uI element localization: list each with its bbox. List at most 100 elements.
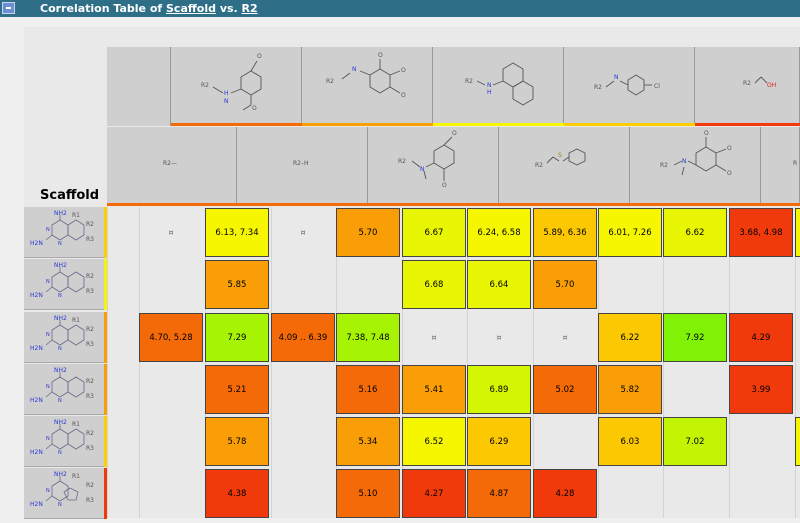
- scaffold-row-3[interactable]: NH2 H2N N N R1 R2 R3: [24, 312, 104, 363]
- r2-header-bottom-6[interactable]: R: [761, 127, 800, 206]
- svg-text:N: N: [58, 398, 62, 404]
- svg-text:N: N: [58, 450, 62, 456]
- r2-header-bottom-4[interactable]: R2 S: [499, 127, 630, 206]
- svg-text:NH2: NH2: [54, 471, 67, 478]
- correlation-cell[interactable]: 5.21: [205, 365, 269, 414]
- correlation-cell[interactable]: 4.29: [729, 313, 793, 362]
- correlation-cell[interactable]: 6.89: [467, 365, 531, 414]
- svg-text:O: O: [452, 130, 457, 137]
- partial-structure-icon: R: [793, 160, 797, 167]
- r2-header-top-1-bar: [171, 123, 302, 126]
- scaffold-structure-icon: NH2 H2N N N R1 R2 R3: [30, 315, 94, 352]
- scaffold-structure-icon: NH2 H2N N N R1 R2 R3: [30, 210, 94, 247]
- empty-marker: ¤: [496, 333, 502, 342]
- correlation-cell[interactable]: 5.89, 6.36: [533, 208, 597, 257]
- correlation-cell[interactable]: 7.02: [663, 417, 727, 466]
- r2-header-bottom-2[interactable]: R2–H: [237, 127, 368, 206]
- correlation-cell[interactable]: 5.70: [336, 208, 400, 257]
- scaffold-row-bar: [104, 468, 107, 519]
- correlation-cell[interactable]: 5.82: [598, 365, 662, 414]
- correlation-cell[interactable]: 6.52: [402, 417, 466, 466]
- correlation-cell[interactable]: [795, 208, 800, 257]
- svg-text:NH2: NH2: [54, 315, 67, 322]
- r2-hydrogen-structure-icon: R2–H: [293, 160, 309, 167]
- r2-header-top-4-bar: [564, 123, 695, 126]
- correlation-cell[interactable]: 4.09 .. 6.39: [271, 313, 335, 362]
- correlation-cell[interactable]: 5.85: [205, 260, 269, 309]
- correlation-cell[interactable]: 5.78: [205, 417, 269, 466]
- svg-text:H2N: H2N: [30, 501, 43, 508]
- correlation-cell[interactable]: 6.22: [598, 313, 662, 362]
- chlorophenyl-amine-structure-icon: R2 N Cl: [594, 74, 660, 96]
- scaffold-structure-icon: NH2 H2N N N R2 R3: [30, 262, 94, 299]
- svg-text:OH: OH: [767, 82, 776, 89]
- svg-text:N: N: [58, 502, 62, 508]
- scaffold-row-1[interactable]: NH2 H2N N N R1 R2 R3: [24, 207, 104, 258]
- correlation-cell[interactable]: 3.99: [729, 365, 793, 414]
- correlation-cell[interactable]: 6.24, 6.58: [467, 208, 531, 257]
- r2-header-top-1[interactable]: R2 H N O O: [171, 47, 302, 126]
- svg-text:N: N: [46, 332, 50, 338]
- correlation-cell[interactable]: 4.70, 5.28: [139, 313, 203, 362]
- correlation-cell[interactable]: 3.68, 4.98: [729, 208, 793, 257]
- window-titlebar: Correlation Table of Scaffold vs. R2: [0, 0, 800, 17]
- correlation-cell[interactable]: 5.02: [533, 365, 597, 414]
- svg-text:R3: R3: [86, 497, 94, 504]
- empty-marker: ¤: [300, 228, 306, 237]
- r2-header-bottom-5[interactable]: R2 N O O O: [630, 127, 761, 206]
- correlation-cell[interactable]: [795, 417, 800, 466]
- svg-text:N: N: [46, 227, 50, 233]
- correlation-cell[interactable]: 5.10: [336, 469, 400, 518]
- r2-header-bottom-3[interactable]: R2 N O O: [368, 127, 499, 206]
- svg-text:R2: R2: [86, 430, 94, 437]
- correlation-cell[interactable]: 4.87: [467, 469, 531, 518]
- svg-text:S: S: [558, 152, 562, 159]
- scaffold-row-bar: [104, 207, 107, 258]
- empty-marker: ¤: [168, 228, 174, 237]
- scaffold-row-6[interactable]: NH2 H2N N N R1 R2 R3: [24, 468, 104, 519]
- svg-text:R2: R2: [86, 221, 94, 228]
- correlation-cell[interactable]: 5.70: [533, 260, 597, 309]
- correlation-cell[interactable]: 7.29: [205, 313, 269, 362]
- window-menu-icon[interactable]: [2, 2, 15, 14]
- grid-column-line: [107, 207, 108, 518]
- window-title: Correlation Table of Scaffold vs. R2: [40, 2, 258, 15]
- grid-column-line: [663, 207, 664, 518]
- svg-text:R2: R2: [86, 273, 94, 280]
- svg-text:N: N: [614, 74, 619, 81]
- svg-text:R2: R2: [86, 326, 94, 333]
- r2-header-top-5[interactable]: R2 OH: [695, 47, 800, 126]
- svg-text:R2: R2: [535, 162, 543, 169]
- correlation-cell[interactable]: 6.68: [402, 260, 466, 309]
- correlation-cell[interactable]: 6.67: [402, 208, 466, 257]
- scaffold-row-4[interactable]: NH2 H2N N N R2 R3: [24, 364, 104, 415]
- scaffold-row-bar: [104, 259, 107, 310]
- correlation-cell[interactable]: 4.28: [533, 469, 597, 518]
- correlation-cell[interactable]: 6.62: [663, 208, 727, 257]
- svg-text:R2: R2: [86, 378, 94, 385]
- correlation-cell[interactable]: 5.41: [402, 365, 466, 414]
- r2-header-top-4[interactable]: R2 N Cl: [564, 47, 695, 126]
- r2-header-top-2[interactable]: N R2 O O O: [302, 47, 433, 126]
- correlation-cell[interactable]: 4.27: [402, 469, 466, 518]
- correlation-cell[interactable]: 5.16: [336, 365, 400, 414]
- correlation-cell[interactable]: 6.01, 7.26: [598, 208, 662, 257]
- svg-text:N: N: [58, 346, 62, 352]
- r2-header-top-3[interactable]: R2 N H: [433, 47, 564, 126]
- correlation-cell[interactable]: 7.92: [663, 313, 727, 362]
- correlation-cell[interactable]: 6.13, 7.34: [205, 208, 269, 257]
- correlation-cell[interactable]: 5.34: [336, 417, 400, 466]
- svg-text:R2: R2: [660, 162, 668, 169]
- r2-header-bottom-1[interactable]: R2—: [107, 127, 237, 206]
- svg-text:R3: R3: [86, 445, 94, 452]
- svg-text:N: N: [46, 436, 50, 442]
- correlation-cell[interactable]: 6.29: [467, 417, 531, 466]
- correlation-cell[interactable]: 7.38, 7.48: [336, 313, 400, 362]
- scaffold-row-5[interactable]: NH2 H2N N N R1 R2 R3: [24, 416, 104, 467]
- correlation-cell[interactable]: 4.38: [205, 469, 269, 518]
- svg-text:N: N: [58, 241, 62, 247]
- correlation-cell[interactable]: 6.64: [467, 260, 531, 309]
- svg-text:R2–H: R2–H: [293, 160, 309, 167]
- scaffold-row-2[interactable]: NH2 H2N N N R2 R3: [24, 259, 104, 310]
- correlation-cell[interactable]: 6.03: [598, 417, 662, 466]
